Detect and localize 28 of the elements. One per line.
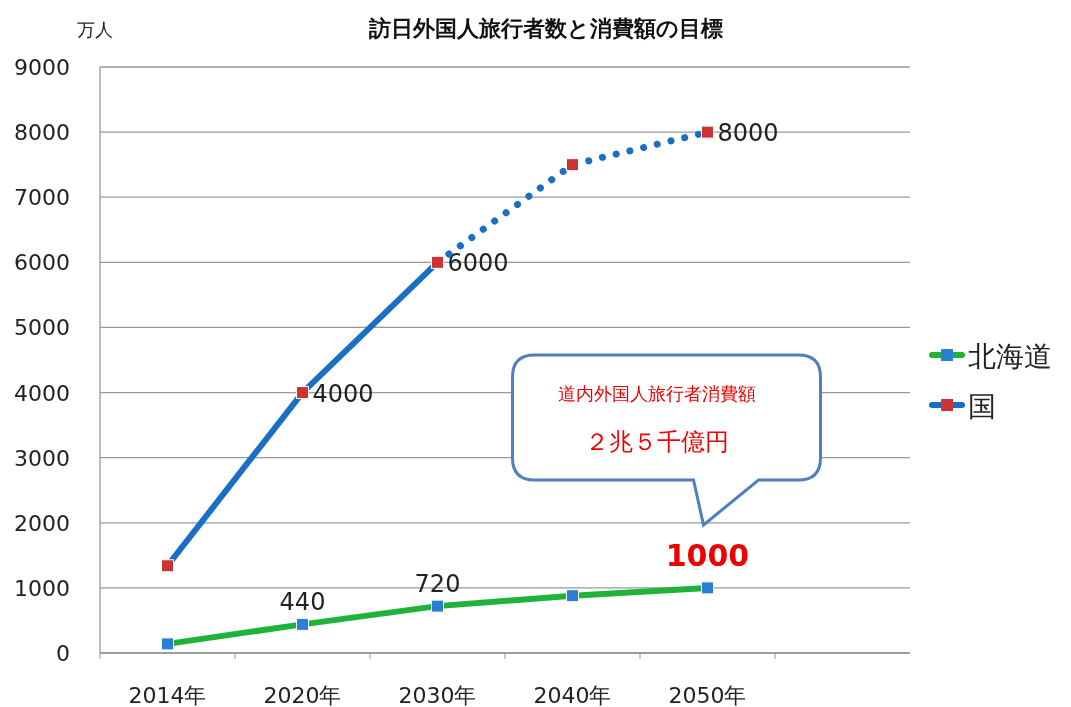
chart-title: 訪日外国人旅行者数と消費額の目標 — [367, 16, 723, 41]
annotation: 1000 — [665, 537, 750, 573]
legend-label: 国 — [968, 390, 996, 423]
annotation: ２兆５千億円 — [584, 428, 729, 456]
x-tick-label: 2050年 — [668, 683, 747, 707]
y-tick-label: 6000 — [14, 250, 70, 276]
annotation: 道内外国人旅行者消費額 — [557, 383, 756, 404]
data-label: 8000 — [717, 119, 779, 148]
y-axis-title: 万人 — [77, 19, 113, 40]
y-tick-label: 9000 — [14, 55, 70, 80]
x-tick-label: 2020年 — [263, 683, 342, 707]
y-tick-label: 2000 — [14, 510, 70, 536]
data-label: 720 — [414, 570, 461, 599]
y-tick-label: 7000 — [14, 185, 70, 211]
y-tick-label: 5000 — [14, 315, 70, 341]
legend-label: 北海道 — [968, 340, 1052, 373]
y-tick-label: 1000 — [14, 575, 70, 601]
data-label: 440 — [279, 588, 326, 617]
x-tick-label: 2040年 — [533, 683, 612, 707]
x-tick-label: 2014年 — [128, 683, 207, 707]
data-label: 6000 — [447, 249, 509, 278]
data-label: 4000 — [312, 379, 374, 408]
y-tick-label: 8000 — [14, 120, 70, 146]
y-tick-label: 3000 — [14, 445, 70, 471]
y-tick-label: 4000 — [14, 380, 70, 406]
callout: 道内外国人旅行者消費額 ２兆５千億円 — [511, 353, 822, 527]
y-tick-label: 0 — [56, 641, 70, 666]
x-tick-label: 2030年 — [398, 683, 477, 707]
